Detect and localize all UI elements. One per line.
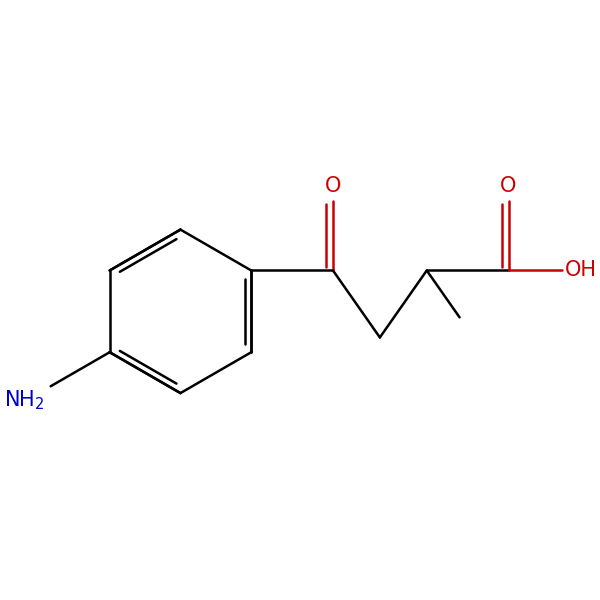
- Text: NH$_2$: NH$_2$: [4, 389, 45, 412]
- Text: O: O: [500, 176, 517, 196]
- Text: O: O: [325, 176, 341, 196]
- Text: OH: OH: [565, 260, 597, 280]
